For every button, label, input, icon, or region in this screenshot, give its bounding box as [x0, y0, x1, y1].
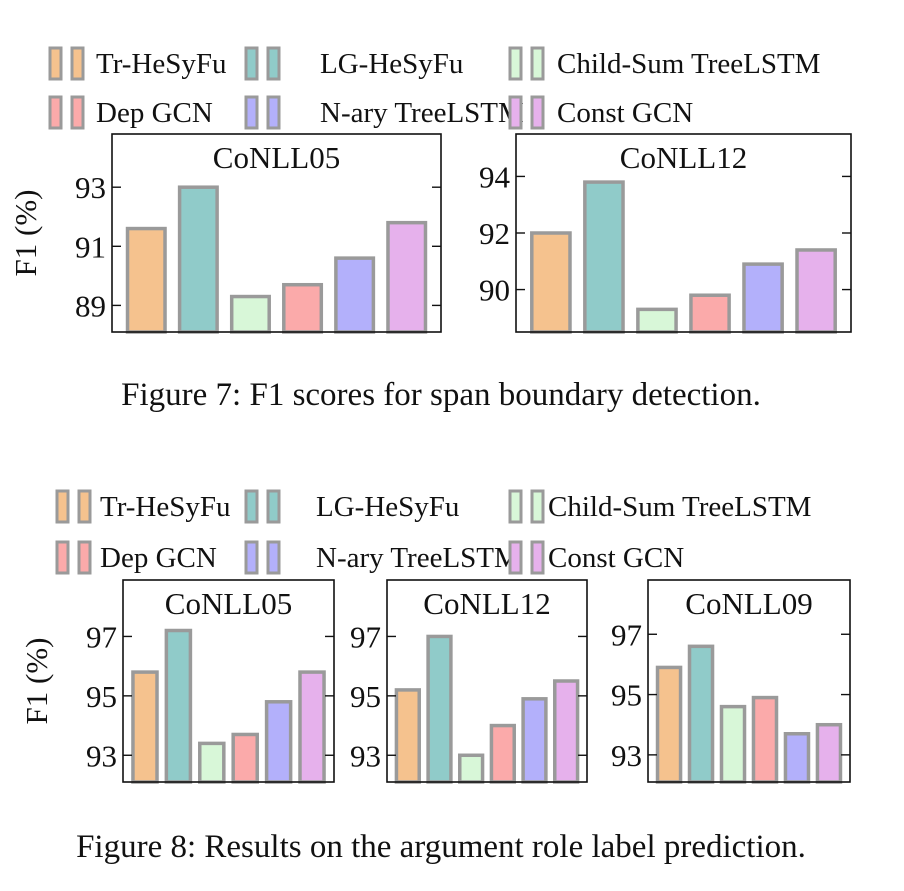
bar-n-ary-treelstm — [742, 262, 784, 334]
legend-figure8: Tr-HeSyFu LG-HeSyFu Child-Sum TreeLSTM Dep … — [55, 489, 811, 575]
bar-lg-hesyfu — [426, 634, 453, 784]
y-tick-label: 93 — [350, 738, 381, 773]
bar-child-sum-treelstm — [458, 753, 485, 784]
legend-swatch-n-ary-treelstm — [244, 540, 281, 575]
chart-title: CoNLL05 — [213, 140, 340, 175]
bar-lg-hesyfu — [177, 185, 219, 334]
legend-swatch-child-sum-treelstm — [508, 46, 545, 81]
bar-tr-hesyfu — [131, 670, 159, 784]
legend-label: LG-HeSyFu — [316, 491, 459, 523]
bar-n-ary-treelstm — [334, 256, 376, 334]
bar-dep-gcn — [282, 282, 324, 334]
bar-n-ary-treelstm — [521, 697, 548, 784]
legend-swatch-const-gcn — [508, 95, 545, 130]
legend-label: Child-Sum TreeLSTM — [548, 491, 811, 523]
legend-label: Const GCN — [557, 97, 693, 129]
chart-title: CoNLL12 — [620, 140, 747, 175]
y-tick-label: 90 — [479, 273, 510, 308]
bar-n-ary-treelstm — [783, 732, 811, 784]
bar-child-sum-treelstm — [719, 704, 747, 784]
y-tick-label: 95 — [350, 679, 381, 714]
bar-lg-hesyfu — [583, 180, 625, 334]
legend-swatch-dep-gcn — [55, 540, 92, 575]
legend-label: Child-Sum TreeLSTM — [557, 48, 820, 80]
legend-label: Tr-HeSyFu — [100, 491, 231, 523]
plot-frame — [386, 579, 588, 783]
bar-n-ary-treelstm — [264, 700, 293, 784]
y-tick-label: 93 — [611, 738, 642, 773]
legend-label: Const GCN — [548, 542, 684, 574]
legend-label: Dep GCN — [96, 97, 213, 129]
bar-const-gcn — [815, 722, 843, 784]
y-tick-label: 95 — [86, 679, 117, 714]
chart-title: CoNLL12 — [423, 586, 550, 621]
bar-dep-gcn — [489, 723, 516, 784]
y-tick-label: 97 — [611, 617, 642, 652]
chart-conll12-fig7: 90 92 94 CoNLL12 — [479, 133, 852, 334]
chart-conll09-fig8: 93 95 97 CoNLL09 — [611, 579, 851, 784]
bar-tr-hesyfu — [125, 226, 167, 334]
bar-const-gcn — [553, 679, 580, 784]
legend-label: Tr-HeSyFu — [96, 48, 227, 80]
chart-title: CoNLL09 — [685, 586, 812, 621]
bar-lg-hesyfu — [687, 644, 715, 784]
bar-dep-gcn — [689, 293, 731, 334]
bar-child-sum-treelstm — [636, 307, 678, 334]
chart-conll05-fig8: 93 95 97 CoNLL05 F1 (%) — [19, 579, 335, 784]
legend-label: N-ary TreeLSTM — [320, 97, 524, 129]
legend-swatch-const-gcn — [508, 540, 545, 575]
legend-swatch-lg-hesyfu — [244, 489, 281, 524]
bar-child-sum-treelstm — [198, 741, 226, 784]
y-tick-label: 91 — [75, 229, 106, 264]
y-tick-label: 95 — [611, 678, 642, 713]
bar-tr-hesyfu — [394, 688, 421, 784]
y-tick-label: 97 — [86, 619, 117, 654]
bar-const-gcn — [386, 220, 428, 334]
chart-conll12-fig8: 93 95 97 CoNLL12 — [350, 579, 588, 784]
y-tick-label: 89 — [75, 288, 106, 323]
y-tick-label: 93 — [75, 170, 106, 205]
legend-swatch-n-ary-treelstm — [244, 95, 281, 130]
legend-swatch-tr-hesyfu — [55, 489, 92, 524]
bar-const-gcn — [298, 670, 326, 784]
bar-dep-gcn — [231, 732, 259, 784]
bar-tr-hesyfu — [530, 231, 572, 334]
plot-frame — [111, 133, 442, 333]
chart-conll05-fig7: 89 91 93 CoNLL05 F1 (%) — [8, 133, 442, 334]
legend-swatch-tr-hesyfu — [48, 46, 85, 81]
legend-figure7: Tr-HeSyFu LG-HeSyFu Child-Sum TreeLSTM Dep … — [48, 46, 820, 130]
legend-label: LG-HeSyFu — [320, 48, 463, 80]
y-axis-label: F1 (%) — [8, 190, 43, 277]
bar-child-sum-treelstm — [229, 294, 271, 334]
legend-swatch-child-sum-treelstm — [508, 489, 545, 524]
plot-frame — [647, 579, 851, 783]
legend-swatch-dep-gcn — [48, 95, 85, 130]
figure8-caption: Figure 8: Results on the argument role l… — [76, 829, 806, 865]
bar-lg-hesyfu — [164, 628, 193, 784]
y-tick-label: 92 — [479, 216, 510, 251]
legend-swatch-lg-hesyfu — [244, 46, 281, 81]
bar-tr-hesyfu — [655, 665, 683, 784]
figure7-caption: Figure 7: F1 scores for span boundary de… — [121, 377, 761, 413]
y-tick-label: 93 — [86, 738, 117, 773]
y-tick-label: 94 — [479, 159, 511, 194]
bar-const-gcn — [795, 248, 837, 334]
y-axis-label: F1 (%) — [19, 638, 54, 725]
legend-label: Dep GCN — [100, 542, 217, 574]
plot-frame — [122, 579, 335, 783]
y-tick-label: 97 — [350, 619, 381, 654]
bar-dep-gcn — [751, 695, 779, 784]
legend-label: N-ary TreeLSTM — [316, 542, 520, 574]
chart-title: CoNLL05 — [165, 586, 292, 621]
